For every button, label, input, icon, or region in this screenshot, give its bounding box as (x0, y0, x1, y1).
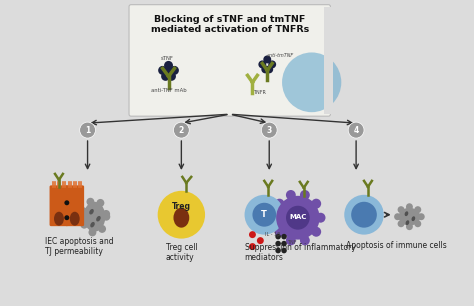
Circle shape (281, 234, 287, 239)
Ellipse shape (411, 216, 415, 221)
Ellipse shape (406, 220, 409, 225)
Circle shape (161, 72, 170, 81)
Circle shape (253, 203, 276, 227)
Text: IL - 1β: IL - 1β (265, 232, 281, 237)
Text: Blocking of sTNF and tmTNF: Blocking of sTNF and tmTNF (154, 15, 305, 24)
Circle shape (258, 60, 266, 68)
FancyBboxPatch shape (65, 185, 84, 226)
Text: TNF: TNF (287, 240, 297, 244)
Circle shape (245, 195, 284, 235)
Text: 4: 4 (354, 125, 359, 135)
Ellipse shape (399, 208, 420, 226)
Ellipse shape (90, 222, 95, 227)
Circle shape (281, 241, 287, 246)
Circle shape (406, 203, 413, 210)
Circle shape (281, 248, 287, 253)
Text: Treg cell
activity: Treg cell activity (165, 243, 197, 262)
Circle shape (275, 248, 281, 253)
Circle shape (98, 225, 106, 233)
Ellipse shape (96, 216, 100, 222)
Text: Apoptosis of immune cells: Apoptosis of immune cells (346, 241, 447, 250)
Circle shape (300, 190, 310, 200)
Circle shape (102, 210, 110, 218)
Circle shape (86, 198, 94, 206)
Text: anti-tmTNF: anti-tmTNF (267, 54, 294, 58)
Circle shape (276, 196, 319, 240)
Circle shape (414, 206, 421, 213)
Circle shape (167, 72, 176, 81)
Text: Treg: Treg (172, 202, 191, 211)
Circle shape (80, 122, 95, 138)
Circle shape (64, 200, 69, 205)
Circle shape (406, 223, 413, 230)
Text: Suppression of inflammatory
mediators: Suppression of inflammatory mediators (245, 243, 356, 262)
Circle shape (398, 220, 404, 227)
Circle shape (164, 61, 173, 70)
Circle shape (275, 241, 281, 246)
Text: 3: 3 (266, 125, 272, 135)
FancyBboxPatch shape (50, 185, 68, 226)
Circle shape (282, 52, 341, 112)
Circle shape (311, 199, 321, 209)
Circle shape (394, 213, 401, 220)
Text: 2: 2 (179, 125, 184, 135)
Circle shape (80, 207, 87, 215)
Circle shape (164, 67, 173, 76)
Circle shape (418, 213, 425, 220)
Circle shape (286, 235, 296, 245)
Circle shape (261, 65, 269, 73)
Text: T: T (261, 210, 267, 219)
Text: mediated activation of TNFRs: mediated activation of TNFRs (151, 24, 309, 34)
Circle shape (261, 122, 277, 138)
Text: sTNF: sTNF (161, 56, 173, 62)
Circle shape (80, 221, 88, 229)
Circle shape (263, 55, 271, 63)
Circle shape (158, 66, 167, 75)
Circle shape (311, 227, 321, 237)
Circle shape (286, 206, 310, 230)
Text: 1: 1 (85, 125, 90, 135)
Circle shape (64, 215, 69, 220)
Circle shape (316, 213, 326, 223)
Circle shape (348, 122, 364, 138)
Text: TNFR: TNFR (254, 90, 266, 95)
Ellipse shape (405, 211, 408, 216)
Circle shape (300, 235, 310, 245)
Circle shape (270, 213, 280, 223)
Circle shape (249, 243, 256, 250)
Circle shape (173, 122, 189, 138)
Text: MAC: MAC (289, 214, 307, 220)
Circle shape (286, 190, 296, 200)
Circle shape (257, 237, 264, 244)
Bar (324, 7, 333, 114)
Text: IEC apoptosis and
TJ permeability: IEC apoptosis and TJ permeability (45, 237, 114, 256)
Circle shape (274, 199, 284, 209)
Ellipse shape (89, 209, 94, 215)
Ellipse shape (54, 212, 64, 226)
Circle shape (158, 191, 205, 239)
Ellipse shape (83, 202, 105, 232)
Circle shape (89, 228, 96, 236)
Circle shape (265, 65, 273, 73)
Circle shape (275, 234, 281, 239)
Circle shape (344, 195, 384, 235)
Circle shape (102, 213, 110, 221)
Circle shape (414, 220, 421, 227)
Circle shape (274, 227, 284, 237)
Circle shape (398, 206, 404, 213)
Circle shape (170, 66, 179, 75)
FancyBboxPatch shape (129, 5, 330, 116)
Circle shape (351, 202, 377, 228)
Ellipse shape (173, 208, 189, 228)
Circle shape (268, 60, 276, 68)
Circle shape (96, 199, 104, 207)
Text: anti-TNF mAb: anti-TNF mAb (151, 88, 186, 93)
Circle shape (249, 231, 256, 238)
Ellipse shape (70, 212, 80, 226)
